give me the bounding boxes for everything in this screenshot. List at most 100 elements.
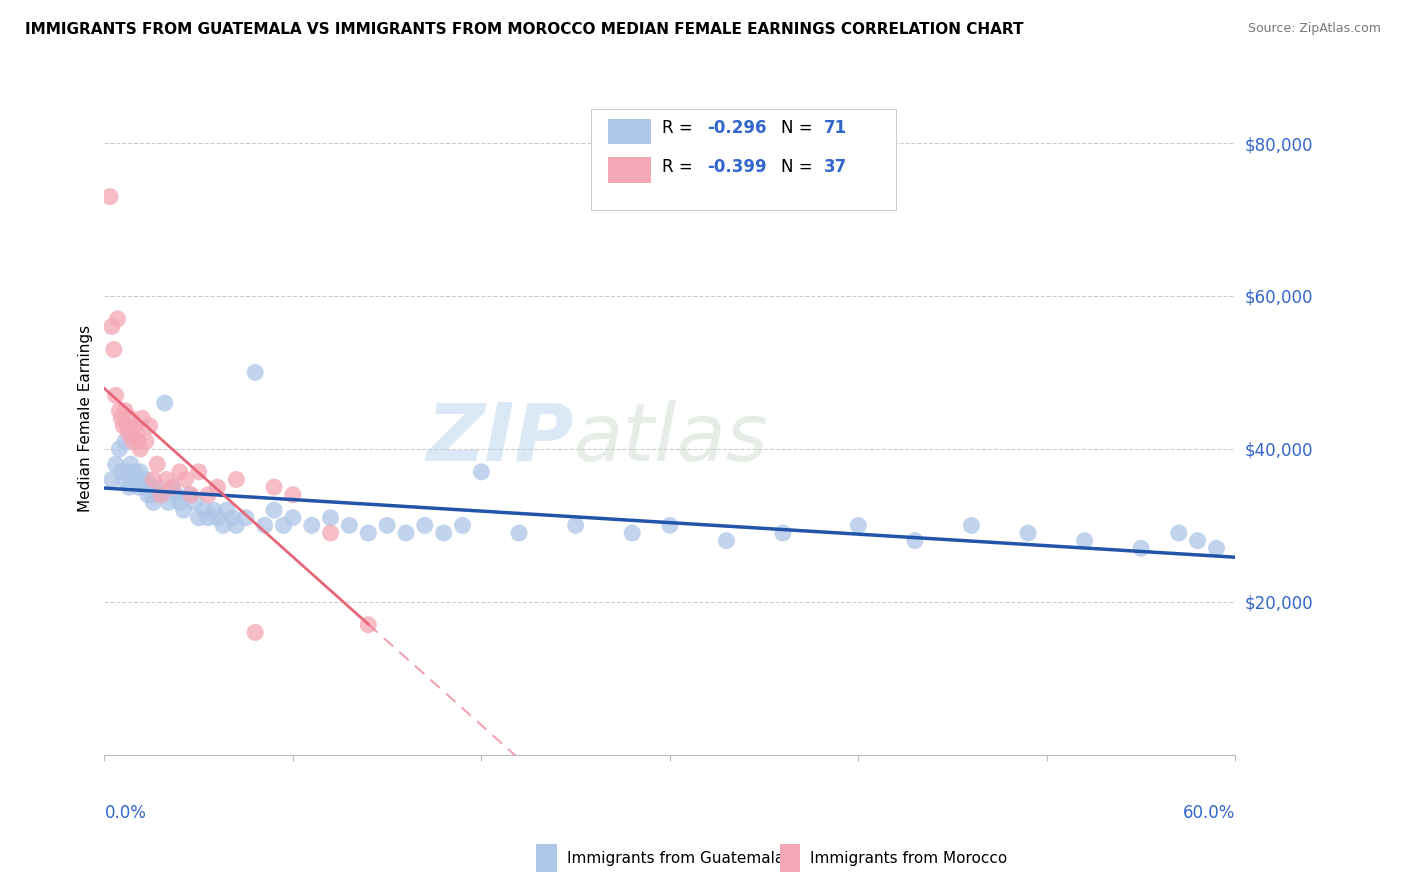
- FancyBboxPatch shape: [591, 109, 896, 210]
- Point: [104, 457, 127, 471]
- Point: [142, 473, 165, 487]
- FancyBboxPatch shape: [607, 157, 651, 183]
- Point: [157, 495, 180, 509]
- Point: [375, 518, 398, 533]
- Point: [1130, 541, 1153, 556]
- Point: [253, 518, 276, 533]
- Text: ZIP: ZIP: [426, 400, 574, 477]
- Text: IMMIGRANTS FROM GUATEMALA VS IMMIGRANTS FROM MOROCCO MEDIAN FEMALE EARNINGS CORR: IMMIGRANTS FROM GUATEMALA VS IMMIGRANTS …: [25, 22, 1024, 37]
- Point: [263, 503, 285, 517]
- Point: [1187, 533, 1209, 548]
- Point: [129, 442, 152, 456]
- Point: [124, 465, 146, 479]
- Text: 60.0%: 60.0%: [1182, 805, 1236, 822]
- Point: [197, 510, 219, 524]
- Point: [173, 503, 195, 517]
- Point: [107, 312, 129, 326]
- Point: [339, 518, 361, 533]
- Point: [135, 434, 157, 449]
- Point: [470, 465, 492, 479]
- Point: [153, 396, 176, 410]
- Point: [146, 480, 169, 494]
- Point: [225, 473, 247, 487]
- Point: [142, 495, 165, 509]
- Point: [110, 465, 132, 479]
- Text: Immigrants from Morocco: Immigrants from Morocco: [810, 851, 1007, 865]
- Point: [120, 411, 142, 425]
- Point: [564, 518, 586, 533]
- Point: [180, 488, 202, 502]
- Point: [162, 480, 184, 494]
- Text: atlas: atlas: [574, 400, 769, 477]
- Point: [904, 533, 927, 548]
- Point: [165, 488, 187, 502]
- Point: [125, 473, 148, 487]
- Point: [127, 434, 149, 449]
- Point: [193, 503, 215, 517]
- FancyBboxPatch shape: [607, 119, 651, 145]
- Text: Source: ZipAtlas.com: Source: ZipAtlas.com: [1247, 22, 1381, 36]
- Point: [101, 473, 124, 487]
- Text: R =: R =: [662, 119, 697, 136]
- Point: [104, 388, 127, 402]
- Point: [243, 625, 266, 640]
- Point: [149, 488, 172, 502]
- Point: [118, 480, 141, 494]
- Point: [357, 617, 380, 632]
- Text: 71: 71: [824, 119, 846, 136]
- Y-axis label: Median Female Earnings: Median Female Earnings: [79, 325, 93, 512]
- Point: [138, 419, 160, 434]
- Point: [319, 526, 342, 541]
- Point: [141, 488, 163, 502]
- Point: [357, 526, 380, 541]
- Point: [207, 510, 229, 524]
- Point: [1073, 533, 1095, 548]
- Point: [960, 518, 983, 533]
- Point: [115, 419, 138, 434]
- Point: [155, 473, 177, 487]
- Point: [846, 518, 869, 533]
- Point: [121, 473, 143, 487]
- Point: [110, 411, 132, 425]
- Point: [202, 503, 225, 517]
- Point: [197, 488, 219, 502]
- Point: [243, 366, 266, 380]
- Point: [131, 473, 153, 487]
- Point: [395, 526, 418, 541]
- Point: [212, 518, 235, 533]
- Point: [658, 518, 681, 533]
- Point: [187, 510, 209, 524]
- Text: R =: R =: [662, 158, 697, 176]
- Point: [115, 465, 138, 479]
- Point: [413, 518, 436, 533]
- Text: 0.0%: 0.0%: [104, 805, 146, 822]
- Point: [101, 319, 124, 334]
- Point: [136, 488, 159, 502]
- Point: [108, 442, 131, 456]
- Point: [174, 473, 197, 487]
- Point: [716, 533, 738, 548]
- Point: [215, 503, 238, 517]
- Text: -0.296: -0.296: [707, 119, 766, 136]
- Point: [184, 495, 207, 509]
- Point: [281, 488, 304, 502]
- Point: [135, 473, 157, 487]
- Point: [121, 434, 143, 449]
- Point: [124, 419, 146, 434]
- Point: [621, 526, 644, 541]
- Point: [301, 518, 323, 533]
- Point: [273, 518, 295, 533]
- Point: [131, 411, 153, 425]
- Point: [162, 480, 184, 494]
- Point: [118, 426, 141, 441]
- Point: [112, 419, 135, 434]
- Point: [263, 480, 285, 494]
- Point: [1167, 526, 1189, 541]
- Point: [114, 434, 136, 449]
- Point: [149, 488, 172, 502]
- Point: [179, 488, 201, 502]
- Text: Immigrants from Guatemala: Immigrants from Guatemala: [567, 851, 785, 865]
- Point: [207, 480, 229, 494]
- Point: [235, 510, 257, 524]
- Point: [169, 465, 191, 479]
